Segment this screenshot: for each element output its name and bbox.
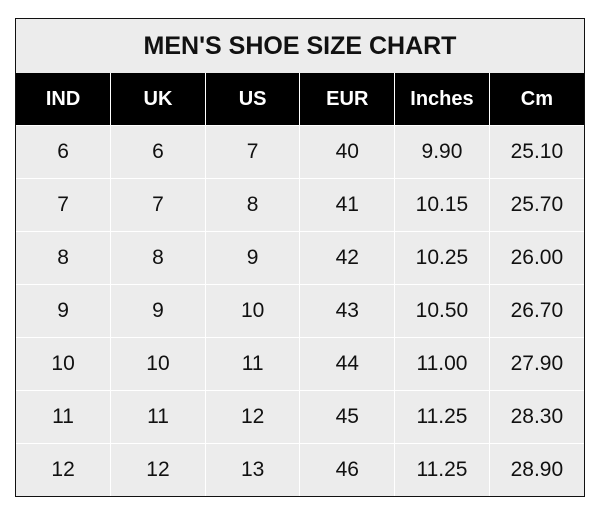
cell-eur: 41: [299, 178, 395, 232]
cell-uk: 7: [110, 178, 206, 232]
cell-cm: 26.70: [488, 284, 584, 338]
cell-eur: 44: [299, 337, 395, 391]
cell-eur: 42: [299, 231, 395, 285]
table-row: 12 12 13 46 11.25 28.90: [16, 443, 584, 496]
cell-uk: 12: [110, 443, 206, 496]
column-header-uk: UK: [110, 73, 206, 126]
cell-uk: 10: [110, 337, 206, 391]
cell-us: 10: [204, 284, 300, 338]
column-header-inches: Inches: [394, 73, 490, 126]
cell-cm: 25.10: [488, 125, 584, 179]
cell-eur: 45: [299, 390, 395, 444]
header-row: IND UK US EUR Inches Cm: [16, 73, 584, 126]
column-header-cm: Cm: [488, 73, 584, 126]
cell-inches: 10.25: [394, 231, 490, 285]
cell-us: 9: [204, 231, 300, 285]
cell-inches: 11.25: [394, 443, 490, 496]
cell-uk: 6: [110, 125, 206, 179]
cell-cm: 27.90: [488, 337, 584, 391]
cell-ind: 11: [16, 390, 111, 444]
cell-us: 12: [204, 390, 300, 444]
cell-ind: 8: [16, 231, 111, 285]
table-row: 6 6 7 40 9.90 25.10: [16, 125, 584, 179]
cell-inches: 9.90: [394, 125, 490, 179]
cell-uk: 8: [110, 231, 206, 285]
cell-cm: 28.30: [488, 390, 584, 444]
cell-inches: 11.00: [394, 337, 490, 391]
column-header-us: US: [204, 73, 300, 126]
cell-uk: 9: [110, 284, 206, 338]
column-header-eur: EUR: [299, 73, 395, 126]
cell-ind: 6: [16, 125, 111, 179]
cell-inches: 10.15: [394, 178, 490, 232]
cell-ind: 12: [16, 443, 111, 496]
cell-us: 13: [204, 443, 300, 496]
table-row: 9 9 10 43 10.50 26.70: [16, 284, 584, 338]
size-chart: MEN'S SHOE SIZE CHART IND UK US EUR Inches Cm…: [15, 18, 585, 497]
cell-ind: 7: [16, 178, 111, 232]
cell-uk: 11: [110, 390, 206, 444]
cell-cm: 26.00: [488, 231, 584, 285]
cell-eur: 40: [299, 125, 395, 179]
cell-ind: 10: [16, 337, 111, 391]
table-row: 7 7 8 41 10.15 25.70: [16, 178, 584, 232]
cell-inches: 10.50: [394, 284, 490, 338]
cell-cm: 25.70: [488, 178, 584, 232]
cell-us: 7: [204, 125, 300, 179]
cell-ind: 9: [16, 284, 111, 338]
table-row: 11 11 12 45 11.25 28.30: [16, 390, 584, 444]
chart-title: MEN'S SHOE SIZE CHART: [16, 19, 584, 73]
table-row: 10 10 11 44 11.00 27.90: [16, 337, 584, 391]
column-header-ind: IND: [16, 73, 111, 126]
cell-us: 11: [204, 337, 300, 391]
table-row: 8 8 9 42 10.25 26.00: [16, 231, 584, 285]
cell-cm: 28.90: [488, 443, 584, 496]
cell-eur: 43: [299, 284, 395, 338]
cell-inches: 11.25: [394, 390, 490, 444]
cell-us: 8: [204, 178, 300, 232]
cell-eur: 46: [299, 443, 395, 496]
size-table: IND UK US EUR Inches Cm 6 6 7 40 9.90 25.10 7 7 8 41 10…: [16, 73, 584, 496]
